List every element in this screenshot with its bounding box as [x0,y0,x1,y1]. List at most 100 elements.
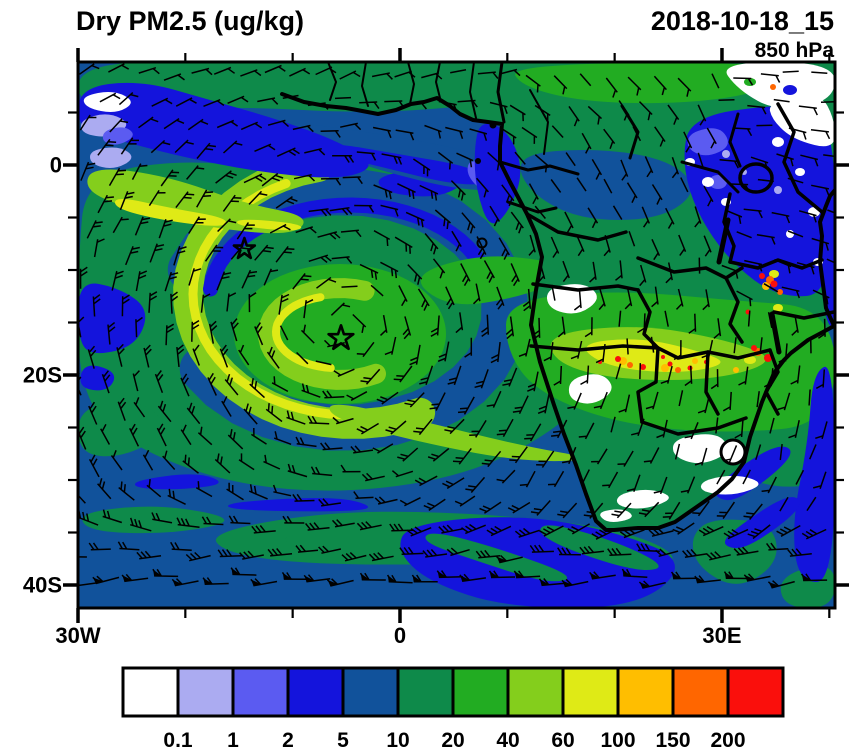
wind-barb [239,550,264,560]
wind-barb [422,549,448,558]
wind-barb [788,127,807,140]
wind-barb [257,97,279,105]
wind-barb [399,497,421,507]
wind-barb [243,173,267,184]
wind-barb [180,424,192,446]
wind-barb [680,476,696,494]
wind-barb [605,77,618,98]
wind-barb [203,99,225,107]
wind-barb [736,290,753,307]
wind-barb [451,230,462,252]
wind-barb [308,208,332,217]
wind-barb [427,447,450,462]
country-border [469,62,477,119]
wind-barb [129,423,140,447]
wind-barb [474,369,489,389]
wind-barb [200,293,211,313]
wind-barb [551,125,564,139]
wind-barb-pennant [360,573,370,580]
wind-barb [97,138,117,156]
pm25-region [794,366,835,582]
wind-barb [521,126,538,144]
colorbar-cell [176,666,235,718]
country-border [496,62,506,124]
wind-barb [138,66,160,75]
wind-barb [665,207,675,229]
wind-barb [445,286,455,310]
wind-barb [276,147,300,157]
pm25-spot [783,85,797,95]
wind-barb-pennant [562,580,573,587]
wind-barb [514,527,540,538]
colorbar: 0.1 1 2 5 10 20 40 60 100 150 200 [121,666,785,750]
wind-barb [787,177,804,184]
wind-barb [80,161,96,181]
wind-barb [385,420,407,435]
country-border [361,62,369,107]
wind-barb [823,154,835,158]
wind-barb [643,447,660,464]
wind-barb [528,234,536,256]
wind-barb [215,170,237,184]
wind-barb [583,502,604,519]
wind-barb [677,77,692,97]
y-tick-label: 0 [50,153,62,178]
wind-barb [254,244,274,261]
wind-barb [359,101,380,110]
wind-barb [680,177,689,193]
wind-barb [756,233,776,245]
wind-barb [567,523,590,535]
wind-barb [108,63,130,73]
wind-barb-pennant [93,577,104,584]
wind-barb [675,288,684,310]
wind-barb [339,70,361,80]
wind-barb [384,100,405,109]
wind-barb [809,444,817,460]
wind-barb [240,121,263,131]
wind-barb [703,185,714,207]
wind-barb [304,147,326,156]
wind-barb [791,314,799,336]
wind-barb [419,184,439,201]
wind-barb [591,528,617,540]
wind-barb [227,95,249,104]
wind-barb [820,101,835,103]
wind-barb [776,524,801,537]
wind-barb [777,392,791,411]
wind-barb [135,316,143,338]
wind-barb [557,547,581,556]
wind-barb [393,365,413,383]
colorbar-cell [286,666,345,718]
wind-barb [423,498,446,512]
wind-barb [164,271,179,292]
wind-barb [278,293,290,315]
wind-barb [481,314,490,338]
wind-barb [417,288,430,311]
wind-barb [761,476,777,494]
wind-barb [788,420,800,439]
wind-barb [310,466,333,477]
wind-barb [447,365,462,386]
wind-barb [801,528,827,540]
wind-barb [261,172,284,187]
colorbar-cell [726,666,785,718]
country-border [506,200,558,214]
wind-barb [380,204,399,217]
wind-barb [743,503,763,520]
wind-barb [501,184,515,207]
wind-barb [219,344,229,368]
wind-barb [682,549,707,558]
wind-barb [402,316,412,340]
wind-barb [175,97,197,107]
wind-barb [711,73,720,89]
wind-barb-pennant [437,571,447,578]
plot-frame [76,60,837,610]
wind-barb [180,373,190,397]
wind-barb [701,339,714,359]
wind-barb [610,416,616,433]
wind-barb [282,515,305,524]
wind-barb [167,488,186,505]
wind-barb [292,124,314,133]
wind-barb [495,286,505,310]
colorbar-cell [561,666,620,718]
